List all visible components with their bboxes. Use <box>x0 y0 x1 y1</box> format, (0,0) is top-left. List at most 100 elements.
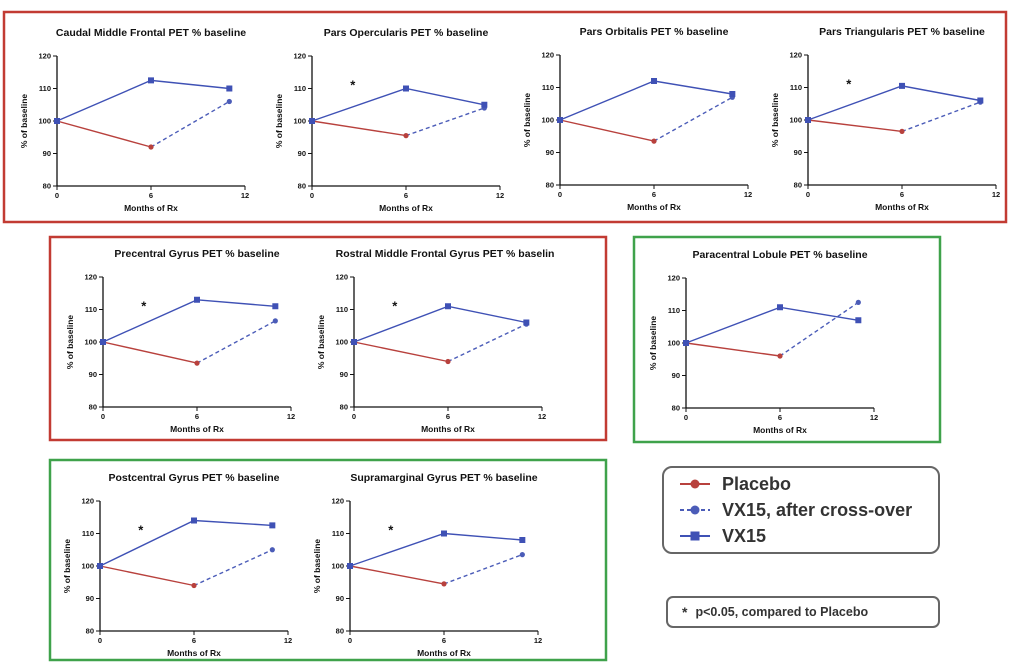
x-tick-label: 6 <box>192 636 196 645</box>
y-tick-label: 100 <box>38 117 51 126</box>
y-tick-label: 100 <box>335 338 348 347</box>
x-tick-label: 0 <box>806 190 810 199</box>
y-axis-label: % of baseline <box>274 94 284 149</box>
x-axis-label: Months of Rx <box>124 203 178 213</box>
legend-item-vx15: VX15 <box>678 526 766 546</box>
group-box-bottom-left <box>48 458 608 662</box>
significance-asterisk: * <box>141 298 147 313</box>
series-line-vx15-crossover <box>779 301 859 357</box>
data-point-placebo <box>445 358 451 365</box>
data-point-vx15 <box>777 304 783 311</box>
series-line-vx15 <box>807 85 981 121</box>
x-tick-label: 6 <box>442 636 446 645</box>
x-tick-label: 6 <box>149 191 153 200</box>
significance-asterisk: * <box>388 522 394 537</box>
data-point-vx15 <box>441 530 447 537</box>
legend-item-placebo: Placebo <box>678 474 791 494</box>
y-tick-label: 110 <box>39 84 51 93</box>
data-point-placebo <box>777 353 783 359</box>
x-axis-label: Months of Rx <box>753 425 807 435</box>
x-tick-label: 6 <box>404 191 408 200</box>
group-box-top-row <box>2 10 1008 224</box>
y-tick-label: 110 <box>332 529 344 538</box>
x-tick-label: 0 <box>352 412 356 421</box>
series-line-vx15 <box>56 79 230 122</box>
chart-title: Caudal Middle Frontal PET % baseline <box>56 27 246 39</box>
y-tick-label: 80 <box>89 403 97 412</box>
x-tick-label: 12 <box>287 412 295 421</box>
chart-panels: Caudal Middle Frontal PET % baseline 80 90… <box>19 26 1000 658</box>
x-axis-label: Months of Rx <box>379 203 433 213</box>
y-tick-label: 80 <box>546 181 554 190</box>
legend: Placebo VX15, after cross-over VX15 <box>662 466 940 554</box>
y-tick-label: 100 <box>84 338 97 347</box>
y-tick-label: 90 <box>298 149 306 158</box>
legend-swatch-crossover <box>680 505 710 515</box>
chart-title: Pars Opercularis PET % baseline <box>324 27 489 39</box>
data-point-vx15 <box>651 78 657 84</box>
legend-swatch-placebo <box>680 479 710 489</box>
note-text: p<0.05, compared to Placebo <box>695 605 869 619</box>
series-line-vx15-crossover <box>193 549 273 587</box>
data-point-vx15 <box>519 537 526 543</box>
series-line-placebo <box>353 341 449 363</box>
y-axis-label: % of baseline <box>316 315 326 370</box>
chart-title: Precentral Gyrus PET % baseline <box>114 248 279 260</box>
y-tick-label: 120 <box>667 274 680 283</box>
data-point-placebo <box>651 138 657 144</box>
data-point-vx15 <box>977 97 984 104</box>
data-point-vx15 <box>855 317 862 324</box>
y-tick-label: 80 <box>298 182 306 191</box>
x-tick-label: 12 <box>992 190 1000 199</box>
chart-panel: Paracentral Lobule PET % baseline 80 90 100… <box>648 249 878 435</box>
y-tick-label: 90 <box>43 149 51 158</box>
x-tick-label: 0 <box>310 191 314 200</box>
series-line-placebo <box>559 119 655 142</box>
y-tick-label: 110 <box>294 84 306 93</box>
series-line-placebo <box>102 341 198 364</box>
x-axis-label: Months of Rx <box>167 648 221 658</box>
data-point-vx15 <box>309 118 315 124</box>
chart-panel: Supramarginal Gyrus PET % baseline 80 90 10… <box>312 472 542 658</box>
data-point-vx15 <box>729 91 736 97</box>
y-tick-label: 110 <box>336 305 348 314</box>
x-tick-label: 0 <box>558 190 562 199</box>
series-line-placebo <box>99 565 195 587</box>
y-axis-label: % of baseline <box>62 539 72 594</box>
chart-panel: Pars Orbitalis PET % baseline 80 90 100 110 1… <box>522 26 752 212</box>
data-point-vx15 <box>191 517 197 524</box>
data-point-vx15 <box>100 339 106 345</box>
chart-title: Paracentral Lobule PET % baseline <box>692 249 867 261</box>
y-tick-label: 100 <box>667 339 680 348</box>
data-point-vx15 <box>403 85 409 92</box>
data-point-vx15 <box>194 296 200 303</box>
x-tick-label: 0 <box>101 412 105 421</box>
y-tick-label: 110 <box>542 83 554 92</box>
data-point-vx15 <box>97 563 103 569</box>
note-star-symbol: * <box>682 604 688 620</box>
x-axis-label: Months of Rx <box>421 424 475 434</box>
data-point-vx15 <box>523 319 530 326</box>
y-axis-label: % of baseline <box>648 316 658 371</box>
y-tick-label: 110 <box>790 83 802 92</box>
x-tick-label: 12 <box>744 190 752 199</box>
series-line-placebo <box>311 120 407 137</box>
series-line-placebo <box>349 565 445 585</box>
data-point-vx15 <box>272 303 279 310</box>
series-line-placebo <box>685 342 781 357</box>
data-point-placebo <box>441 581 447 587</box>
y-tick-label: 90 <box>86 594 94 603</box>
x-tick-label: 12 <box>241 191 249 200</box>
significance-note: * p<0.05, compared to Placebo <box>666 596 940 628</box>
data-point-vx15 <box>445 303 451 310</box>
y-tick-label: 80 <box>336 627 344 636</box>
y-tick-label: 90 <box>340 370 348 379</box>
chart-title: Supramarginal Gyrus PET % baseline <box>350 472 537 484</box>
y-tick-label: 110 <box>82 529 94 538</box>
data-point-vx15 <box>481 101 488 108</box>
x-tick-label: 6 <box>446 412 450 421</box>
y-tick-label: 110 <box>668 306 680 315</box>
y-tick-label: 90 <box>546 148 554 157</box>
y-axis-label: % of baseline <box>312 539 322 594</box>
legend-label-placebo: Placebo <box>722 473 792 494</box>
